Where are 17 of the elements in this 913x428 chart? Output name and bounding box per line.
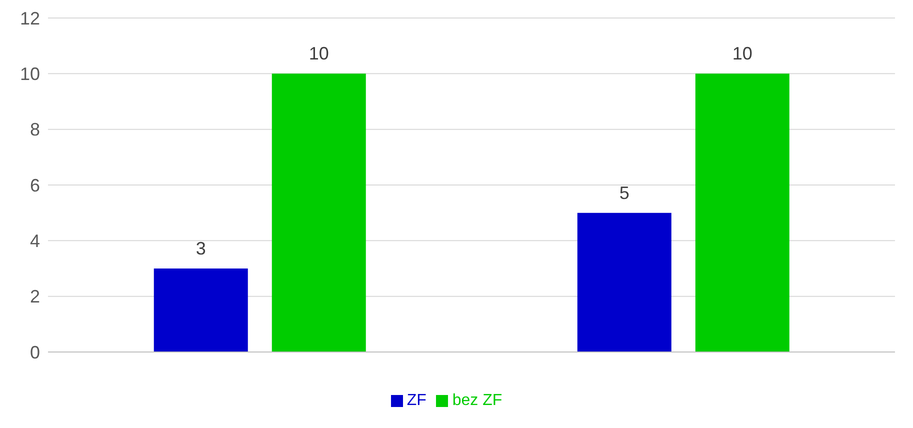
y-tick-label: 0 [30, 342, 40, 362]
bar [695, 74, 790, 352]
y-tick-label: 12 [20, 8, 40, 28]
data-label: 10 [308, 44, 329, 64]
data-label: 5 [619, 182, 630, 203]
bar [577, 212, 672, 352]
data-label: 10 [732, 44, 752, 64]
y-tick-label: 6 [30, 175, 40, 196]
legend-label: ZF [406, 392, 426, 409]
y-tick-label: 8 [30, 120, 40, 140]
y-tick-label: 4 [30, 231, 40, 252]
legend-label: bez ZF [452, 392, 502, 409]
y-tick-label: 2 [30, 286, 40, 307]
y-tick-label: 10 [20, 64, 40, 84]
bar [272, 74, 366, 352]
data-label: 3 [196, 238, 206, 258]
bar [154, 268, 248, 352]
